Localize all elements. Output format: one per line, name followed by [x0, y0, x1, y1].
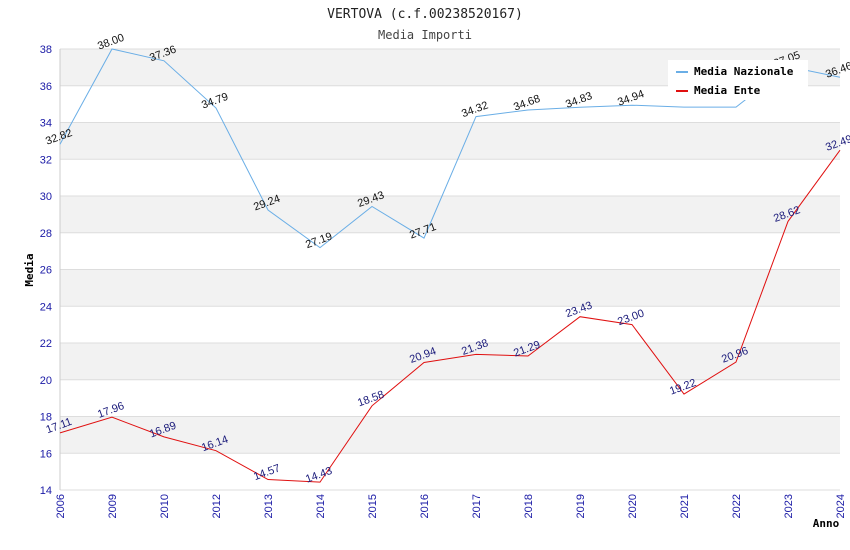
x-tick-label: 2018 — [523, 494, 535, 518]
x-axis: 2006 2009 2010 2012 2013 2014 2015 2016 2017 2018… — [55, 494, 847, 518]
series-lines — [59, 48, 841, 483]
y-axis-label: Media — [23, 253, 36, 286]
y-tick-label: 16 — [40, 448, 52, 460]
legend-label-media-ente: Media Ente — [694, 84, 761, 97]
x-tick-label: 2020 — [627, 494, 639, 518]
grid-band — [60, 416, 840, 454]
y-tick-label: 26 — [40, 265, 52, 277]
grid-band — [60, 196, 840, 233]
x-tick-label: 2009 — [107, 494, 119, 518]
y-tick-label: 28 — [40, 228, 52, 240]
x-tick-label: 2017 — [471, 494, 483, 518]
background-bands — [60, 49, 840, 490]
x-tick-label: 2021 — [679, 494, 691, 518]
grid-band — [60, 453, 840, 490]
x-tick-label: 2010 — [159, 494, 171, 518]
grid-band — [60, 379, 840, 417]
series-line-media-ente — [59, 149, 841, 483]
grid-lines — [59, 48, 840, 491]
legend-label-media-nazionale: Media Nazionale — [694, 65, 794, 78]
grid-band — [60, 122, 840, 160]
y-tick-label: 34 — [40, 118, 52, 130]
grid-band — [60, 343, 840, 380]
y-tick-label: 20 — [40, 375, 52, 387]
x-axis-label: Anno — [813, 517, 840, 530]
x-tick-label: 2024 — [835, 494, 847, 518]
grid-band — [60, 306, 840, 343]
x-tick-label: 2023 — [783, 494, 795, 518]
grid-band — [60, 269, 840, 307]
grid-band — [60, 232, 840, 270]
x-tick-label: 2014 — [315, 494, 327, 518]
x-tick-label: 2019 — [575, 494, 587, 518]
y-tick-label: 38 — [40, 44, 52, 56]
x-tick-label: 2006 — [55, 494, 67, 518]
x-tick-label: 2016 — [419, 494, 431, 518]
x-tick-label: 2012 — [211, 494, 223, 518]
x-tick-label: 2015 — [367, 494, 379, 518]
x-tick-label: 2022 — [731, 494, 743, 518]
y-tick-label: 36 — [40, 81, 52, 93]
y-tick-label: 14 — [40, 485, 52, 497]
y-tick-label: 24 — [40, 301, 52, 313]
legend-box — [668, 60, 808, 100]
y-tick-label: 22 — [40, 338, 52, 350]
y-tick-label: 32 — [40, 154, 52, 166]
y-tick-label: 30 — [40, 191, 52, 203]
y-tick-label: 18 — [40, 412, 52, 424]
legend: Media Nazionale Media Ente — [668, 60, 808, 100]
chart-title: VERTOVA (c.f.00238520167) — [327, 7, 523, 22]
series-line-media-nazionale — [59, 48, 841, 249]
chart-subtitle: Media Importi — [378, 28, 472, 42]
y-axis: 14 16 18 20 22 24 26 28 30 32 34 36 38 — [40, 44, 52, 497]
x-tick-label: 2013 — [263, 494, 275, 518]
